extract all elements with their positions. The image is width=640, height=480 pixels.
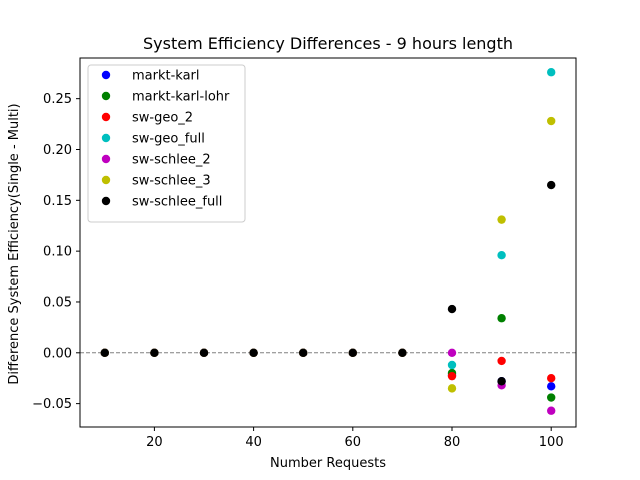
- data-point: [447, 348, 457, 357]
- data-point: [447, 360, 457, 370]
- data-point: [547, 382, 556, 391]
- legend-label-markt-karl-lohr: markt-karl-lohr: [132, 90, 230, 105]
- data-point: [547, 116, 556, 126]
- x-tick-label: 20: [146, 435, 163, 450]
- y-tick-label: −0.05: [32, 397, 72, 412]
- legend-label-sw-geo_2: sw-geo_2: [132, 111, 193, 126]
- y-tick-label: 0.05: [43, 295, 72, 310]
- data-point: [547, 393, 556, 402]
- x-tick-label: 60: [345, 435, 362, 450]
- data-point: [348, 348, 357, 357]
- y-tick-label: 0.15: [43, 194, 72, 209]
- legend-marker-markt-karl: [101, 70, 111, 80]
- legend: markt-karl markt-karl-lohr sw-geo_2 sw-geo_…: [87, 64, 246, 223]
- data-point: [547, 180, 556, 190]
- legend-label-sw-schlee_2: sw-schlee_2: [132, 153, 211, 168]
- x-tick-label: 40: [245, 435, 262, 450]
- data-point: [447, 304, 457, 314]
- axes-frame: [79, 57, 577, 428]
- legend-box: [87, 64, 246, 223]
- legend-marker-markt-karl-lohr: [101, 91, 111, 101]
- data-point: [398, 348, 407, 357]
- legend-marker-sw-schlee_full: [101, 196, 111, 206]
- data-point: [547, 406, 556, 415]
- legend-label-markt-karl: markt-karl: [132, 69, 200, 84]
- y-tick-label: 0.25: [43, 92, 72, 107]
- data-point: [100, 348, 110, 357]
- y-tick-label: 0.10: [43, 245, 72, 260]
- plot-area: 20 40 60 80 100 −0.05 0.00 0.05 0.10 0.15 0.20 0.25: [32, 57, 577, 450]
- data-point: [497, 251, 506, 260]
- data-point: [497, 377, 506, 386]
- y-tick-label: 0.20: [43, 143, 72, 158]
- legend-label-sw-schlee_3: sw-schlee_3: [132, 174, 211, 189]
- data-point: [447, 384, 457, 393]
- data-point: [199, 348, 209, 357]
- data-point: [497, 356, 506, 366]
- data-point: [447, 371, 457, 381]
- chart-title: System Efficiency Differences - 9 hours …: [143, 34, 513, 53]
- legend-marker-sw-schlee_3: [101, 175, 111, 185]
- x-tick-label: 80: [444, 435, 461, 450]
- x-tick-label: 100: [539, 435, 564, 450]
- y-tick-label: 0.00: [43, 346, 72, 361]
- data-point: [497, 314, 506, 323]
- legend-label-sw-geo_full: sw-geo_full: [132, 132, 205, 147]
- data-point: [299, 348, 308, 357]
- series-sw-schlee_full: [100, 180, 556, 386]
- data-point: [249, 348, 258, 357]
- x-axis-label: Number Requests: [270, 456, 386, 471]
- data-point: [547, 374, 556, 383]
- data-point: [547, 68, 556, 77]
- legend-marker-sw-geo_2: [101, 112, 111, 122]
- data-point: [497, 215, 506, 224]
- legend-label-sw-schlee_full: sw-schlee_full: [132, 195, 222, 210]
- data-point: [150, 348, 159, 357]
- legend-marker-sw-schlee_2: [101, 154, 111, 164]
- y-axis-label: Difference System Efficiency(Single - Mu…: [7, 103, 22, 384]
- legend-marker-sw-geo_full: [101, 133, 111, 143]
